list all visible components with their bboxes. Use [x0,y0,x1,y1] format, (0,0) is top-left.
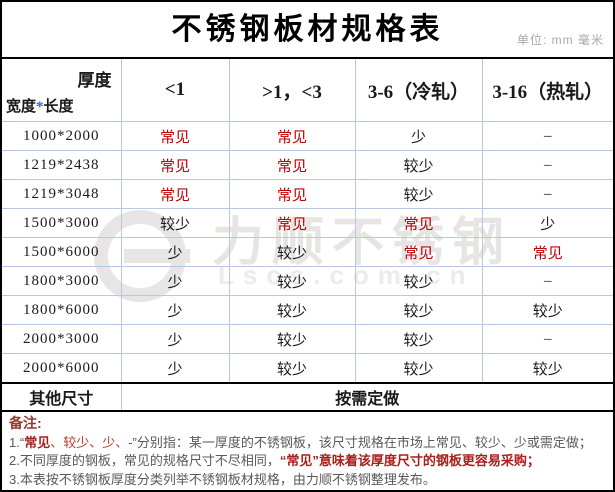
table-row: 1500*3000 较少 常见 常见 少 [2,208,613,238]
value-cell: 常见 [228,150,356,180]
size-cell: 1000*2000 [2,121,122,151]
corner-thickness-label: 厚度 [77,71,112,90]
column-header: >1，<3 [228,59,356,122]
value-cell: 较少 [481,295,613,325]
value-cell: 常见 [228,121,356,151]
value-cell: – [481,150,613,180]
other-sizes-value: 按需定做 [120,382,613,412]
size-cell: 2000*3000 [2,324,122,354]
other-sizes-row: 其他尺寸 按需定做 [2,382,613,412]
value-cell: 较少 [354,353,483,384]
note-3-number: 3. [9,471,20,487]
notes-label: 备注: [9,415,42,431]
note-2-number: 2. [9,453,20,469]
value-cell: 少 [120,353,230,384]
value-cell: – [481,266,613,296]
value-cell: 常见 [120,179,230,209]
size-cell: 1800*3000 [2,266,122,296]
value-cell: 较少 [120,208,230,238]
note-1-terms-rest: 、较少、少、- [50,434,133,450]
unit-note: 单位: mm 毫米 [517,33,604,47]
value-cell: 少 [120,237,230,267]
note-1-quote-open: “ [19,434,25,450]
column-header: 3-6（冷轧） [354,59,483,122]
column-header: <1 [120,59,230,122]
page-title: 不锈钢板材规格表 [171,13,444,46]
value-cell: 较少 [228,324,356,354]
corner-size-label: 宽度*长度 [6,95,74,116]
title-bar: 不锈钢板材规格表 单位: mm 毫米 [2,2,613,59]
size-cell: 1500*6000 [2,237,122,267]
value-cell: 少 [120,266,230,296]
size-cell: 2000*6000 [2,353,122,384]
value-cell: 少 [354,121,483,151]
asterisk-icon: * [36,99,44,115]
note-2-highlight: “常见”意味着该厚度尺寸的钢板更容易采购； [279,453,540,469]
value-cell: – [481,179,613,209]
corner-cell: 厚度 宽度*长度 [2,59,122,122]
column-header: 3-16（热轧） [481,59,613,122]
table-row: 2000*3000 少 较少 较少 – [2,324,613,354]
value-cell: 常见 [354,237,483,267]
table-row: 1500*6000 少 较少 常见 常见 [2,237,613,267]
other-sizes-label: 其他尺寸 [2,382,122,412]
table-row: 1219*2438 常见 常见 较少 – [2,150,613,180]
corner-length-text: 长度 [43,99,74,115]
note-1: 1.“常见、较少、少、-”分别指：某一厚度的不锈钢板，该尺寸规格在市场上常见、较… [9,434,606,452]
notes-section: 备注: 1.“常见、较少、少、-”分别指：某一厚度的不锈钢板，该尺寸规格在市场上… [2,412,613,489]
value-cell: 常见 [120,150,230,180]
value-cell: 较少 [228,353,356,384]
value-cell: 较少 [354,295,483,325]
header-row: 厚度 宽度*长度 <1 >1，<3 3-6（冷轧） 3-16（热轧） [2,59,613,122]
table-row: 1800*6000 少 较少 较少 较少 [2,295,613,325]
value-cell: 常见 [228,179,356,209]
value-cell: 较少 [354,266,483,296]
table-row: 1800*3000 少 较少 较少 – [2,266,613,296]
value-cell: 较少 [354,324,483,354]
note-1-term-common: 常见 [24,434,51,450]
value-cell: 较少 [228,237,356,267]
value-cell: 常见 [120,121,230,151]
value-cell: 常见 [354,208,483,238]
note-1-number: 1. [9,434,20,450]
note-3: 3.本表按不锈钢板厚度分类列举不锈钢板材规格，由力顺不锈钢整理发布。 [9,471,606,489]
note-1-body: 分别指：某一厚度的不锈钢板，该尺寸规格在市场上常见、较少、少或需定做； [136,434,592,450]
table-row: 1219*3048 常见 常见 较少 – [2,179,613,209]
value-cell: 少 [120,324,230,354]
table-row: 2000*6000 少 较少 较少 较少 [2,353,613,384]
value-cell: 常见 [228,208,356,238]
table-row: 1000*2000 常见 常见 少 – [2,121,613,151]
value-cell: 较少 [481,353,613,384]
value-cell: 较少 [228,295,356,325]
value-cell: 少 [120,295,230,325]
value-cell: – [481,324,613,354]
size-cell: 1219*3048 [2,179,122,209]
size-cell: 1800*6000 [2,295,122,325]
value-cell: 较少 [354,150,483,180]
note-1-quote-close: ” [132,434,137,450]
value-cell: 较少 [354,179,483,209]
size-cell: 1500*3000 [2,208,122,238]
value-cell: 较少 [228,266,356,296]
corner-width-text: 宽度 [6,99,37,115]
note-2: 2.不同厚度的钢板，常见的规格尺寸不尽相同，“常见”意味着该厚度尺寸的钢板更容易… [9,452,606,470]
value-cell: 常见 [481,237,613,267]
size-cell: 1219*2438 [2,150,122,180]
value-cell: – [481,121,613,151]
note-2-body: 不同厚度的钢板，常见的规格尺寸不尽相同， [19,453,280,469]
note-3-body: 本表按不锈钢板厚度分类列举不锈钢板材规格，由力顺不锈钢整理发布。 [19,471,436,487]
spec-table: 厚度 宽度*长度 <1 >1，<3 3-6（冷轧） 3-16（热轧） 1000*… [2,59,613,412]
value-cell: 少 [481,208,613,238]
